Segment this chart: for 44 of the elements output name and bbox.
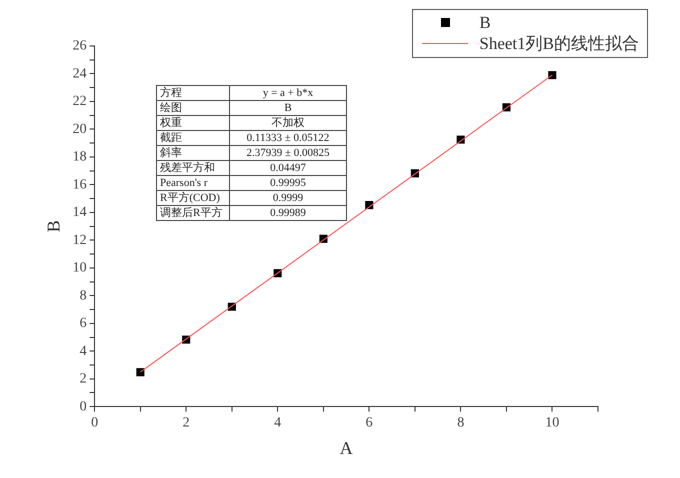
y-tick-label: 2 — [80, 372, 87, 387]
x-tick-label: 2 — [182, 416, 190, 431]
annotation: R平方(COD) — [156, 190, 230, 206]
annotation: 权重 — [156, 116, 230, 130]
annotation: 0.11333 ± 0.05122 — [230, 130, 346, 146]
annotation: 方程 — [156, 86, 230, 100]
annotation: 0.9999 — [230, 190, 346, 206]
annotation: 斜率 — [156, 146, 230, 160]
x-tick-label: 0 — [91, 416, 98, 431]
annotation: 0.99989 — [230, 206, 346, 220]
y-tick-label: 22 — [72, 94, 87, 110]
y-tick-label: 10 — [72, 260, 87, 276]
annotation: 截距 — [156, 130, 230, 146]
x-axis-title: A — [340, 438, 353, 458]
annotation: 调整后R平方 — [156, 206, 230, 220]
y-tick-label: 24 — [72, 66, 87, 82]
y-tick-label: 26 — [72, 38, 87, 54]
y-tick-label: 0 — [80, 399, 87, 414]
y-tick-label: 4 — [80, 344, 87, 359]
annotation: 0.99995 — [230, 176, 346, 190]
x-tick-label: 4 — [274, 416, 282, 431]
y-tick-label: 20 — [72, 122, 87, 137]
y-tick-label: 12 — [72, 232, 87, 248]
point — [548, 71, 556, 80]
annotation: 绘图 — [156, 100, 230, 116]
y-tick-label: 14 — [72, 205, 87, 220]
y-tick-label: 6 — [80, 316, 87, 332]
y-tick-label: 8 — [80, 288, 87, 304]
point — [136, 368, 144, 376]
x-tick-label: 10 — [545, 416, 560, 431]
x-tick-label: 8 — [457, 416, 464, 431]
x-tick-label: 6 — [366, 416, 373, 431]
annotation: y = a + b*x — [230, 86, 346, 100]
legend-label: Sheet1列B的线性拟合 — [479, 33, 639, 55]
annotation: B — [230, 100, 346, 116]
y-axis-title: B — [44, 220, 64, 232]
annotation: 残差平方和 — [156, 160, 230, 176]
annotation: Pearson's r — [156, 176, 230, 190]
y-tick-label: 16 — [72, 177, 87, 192]
annotation: 不加权 — [230, 116, 346, 130]
annotation: 2.37939 ± 0.00825 — [230, 146, 346, 160]
annotation: 0.04497 — [230, 160, 346, 176]
legend-label: B — [479, 12, 491, 32]
y-tick-label: 18 — [72, 150, 87, 165]
